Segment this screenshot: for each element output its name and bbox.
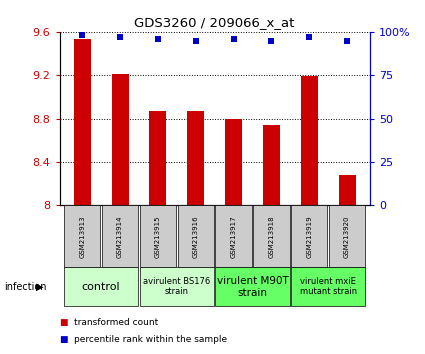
Point <box>192 38 199 44</box>
Text: ■: ■ <box>60 318 68 327</box>
Text: virulent mxiE
mutant strain: virulent mxiE mutant strain <box>300 277 357 296</box>
Point <box>79 33 85 38</box>
Text: GSM213920: GSM213920 <box>344 215 350 258</box>
Bar <box>149 111 166 205</box>
Point <box>268 38 275 44</box>
Text: GSM213919: GSM213919 <box>306 215 312 258</box>
Point <box>230 36 237 42</box>
Text: GSM213915: GSM213915 <box>155 215 161 258</box>
Text: GSM213914: GSM213914 <box>117 215 123 258</box>
Point <box>154 36 161 42</box>
Text: virulent M90T
strain: virulent M90T strain <box>217 276 288 298</box>
Bar <box>111 74 128 205</box>
Point <box>116 34 123 40</box>
Bar <box>225 119 242 205</box>
Bar <box>339 175 356 205</box>
Title: GDS3260 / 209066_x_at: GDS3260 / 209066_x_at <box>134 16 295 29</box>
Text: GSM213917: GSM213917 <box>230 215 237 258</box>
Bar <box>187 111 204 205</box>
Text: control: control <box>82 282 120 292</box>
Text: GSM213918: GSM213918 <box>268 215 275 258</box>
Text: ▶: ▶ <box>36 282 44 292</box>
Point <box>306 34 313 40</box>
Text: infection: infection <box>4 282 47 292</box>
Bar <box>301 76 318 205</box>
Point <box>344 38 351 44</box>
Text: transformed count: transformed count <box>74 318 159 327</box>
Bar <box>74 39 91 205</box>
Text: ■: ■ <box>60 335 68 344</box>
Text: GSM213916: GSM213916 <box>193 215 199 258</box>
Bar <box>263 125 280 205</box>
Text: GSM213913: GSM213913 <box>79 215 85 258</box>
Text: percentile rank within the sample: percentile rank within the sample <box>74 335 227 344</box>
Text: avirulent BS176
strain: avirulent BS176 strain <box>143 277 210 296</box>
